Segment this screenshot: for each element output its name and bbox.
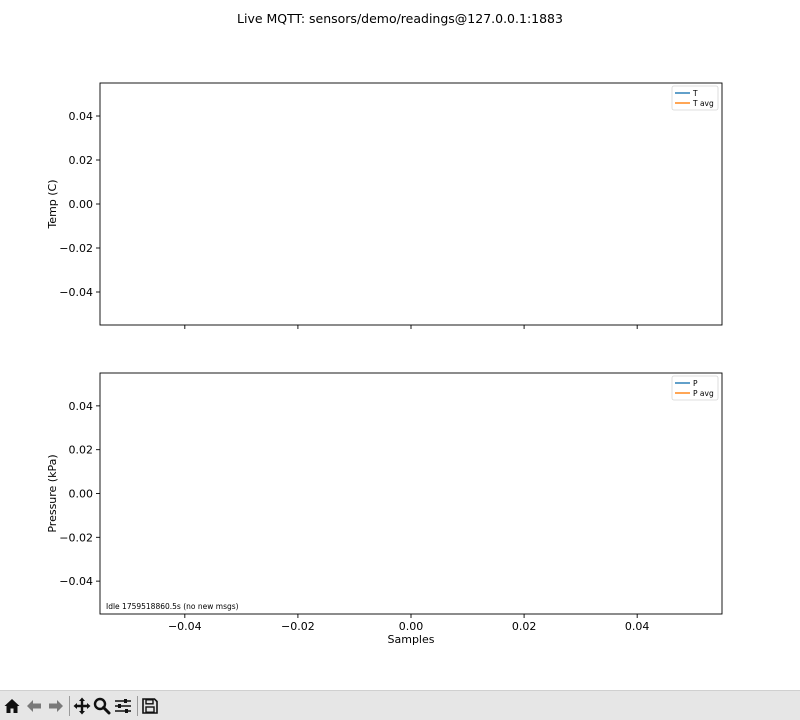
- configure-subplots-button[interactable]: [112, 695, 134, 717]
- y-axis-label: Temp (C): [46, 179, 59, 229]
- move-icon: [73, 697, 91, 715]
- x-tick-label: −0.04: [168, 620, 202, 633]
- x-axis-label: Samples: [388, 633, 435, 646]
- legend-label: P avg: [693, 389, 714, 398]
- y-axis-label: Pressure (kPa): [46, 454, 59, 532]
- y-tick-label: 0.04: [69, 110, 94, 123]
- save-button[interactable]: [139, 695, 161, 717]
- navigation-toolbar: [0, 690, 800, 720]
- y-tick-label: −0.02: [59, 242, 93, 255]
- save-icon: [142, 698, 158, 714]
- legend-box: [671, 375, 719, 401]
- x-tick-label: 0.00: [399, 620, 424, 633]
- x-tick-label: 0.02: [512, 620, 537, 633]
- status-annotation: Idle 1759518860.5s (no new msgs): [106, 602, 239, 611]
- y-tick-label: −0.04: [59, 286, 93, 299]
- axes-frame-2: [99, 372, 723, 615]
- y-tick-label: 0.00: [69, 488, 94, 501]
- y-tick-label: 0.00: [69, 198, 94, 211]
- figure-canvas: Live MQTT: sensors/demo/readings@127.0.0…: [46, 11, 723, 646]
- forward-button[interactable]: [45, 695, 67, 717]
- x-tick-label: −0.02: [281, 620, 315, 633]
- x-tick-label: 0.04: [625, 620, 650, 633]
- toolbar-separator: [69, 696, 70, 716]
- legend-label: T avg: [692, 99, 714, 108]
- legend-box: [671, 85, 719, 111]
- axes-frame-1: [99, 82, 723, 326]
- magnifier-icon: [93, 697, 111, 715]
- toolbar-separator: [137, 696, 138, 716]
- pan-button[interactable]: [71, 695, 93, 717]
- back-button[interactable]: [23, 695, 45, 717]
- figure-title: Live MQTT: sensors/demo/readings@127.0.0…: [237, 11, 563, 26]
- y-tick-label: −0.04: [59, 575, 93, 588]
- zoom-button[interactable]: [91, 695, 113, 717]
- home-button[interactable]: [1, 695, 23, 717]
- legend-label: T: [692, 89, 698, 98]
- back-arrow-icon: [27, 700, 41, 712]
- y-tick-label: 0.02: [69, 154, 94, 167]
- y-tick-label: 0.02: [69, 444, 94, 457]
- legend-label: P: [693, 379, 698, 388]
- home-icon: [4, 699, 20, 713]
- y-tick-label: 0.04: [69, 400, 94, 413]
- forward-arrow-icon: [49, 700, 63, 712]
- sliders-icon: [115, 699, 131, 713]
- y-tick-label: −0.02: [59, 531, 93, 544]
